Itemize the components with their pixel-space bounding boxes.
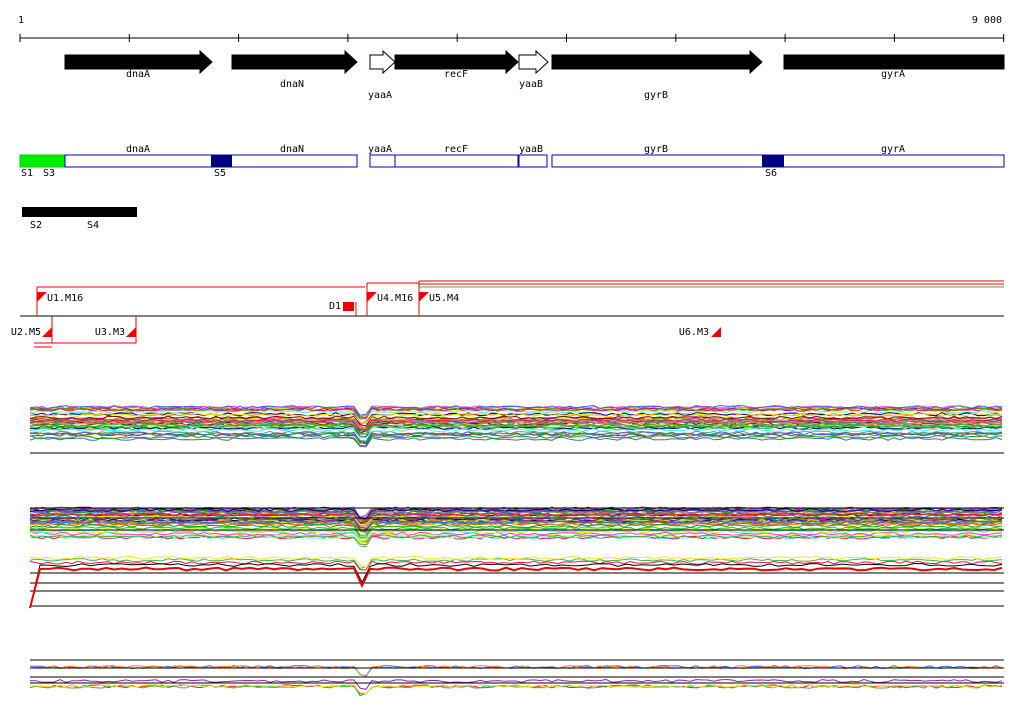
gene-arrow bbox=[369, 49, 396, 75]
track-line bbox=[30, 665, 1003, 677]
track-line bbox=[29, 524, 1003, 536]
domain-box bbox=[394, 154, 519, 168]
track-line bbox=[29, 534, 1003, 546]
gene-label: yaaB bbox=[519, 79, 543, 90]
domain-label: dnaN bbox=[280, 144, 304, 155]
gene-label: yaaA bbox=[368, 90, 392, 101]
domain-label: gyrB bbox=[644, 144, 668, 155]
gene-arrow bbox=[231, 49, 358, 75]
gene-label: gyrA bbox=[881, 69, 905, 80]
segment-label: S3 bbox=[43, 168, 55, 179]
track-line bbox=[29, 683, 1003, 695]
track-line bbox=[29, 512, 1003, 525]
track-line bbox=[29, 562, 1003, 609]
track-line bbox=[29, 431, 1003, 443]
segment-block bbox=[211, 155, 232, 167]
deletion-mark bbox=[343, 302, 354, 311]
track-line bbox=[29, 412, 1003, 424]
track-line bbox=[30, 678, 1003, 690]
mutation-label: U5.M4 bbox=[429, 293, 459, 304]
track-line bbox=[29, 419, 1003, 432]
track-line bbox=[29, 407, 1003, 419]
segment-bar bbox=[22, 207, 137, 217]
track-line bbox=[29, 506, 1003, 519]
track-line bbox=[29, 519, 1003, 532]
ruler-start: 1 bbox=[18, 15, 24, 26]
coverage-tracks bbox=[29, 404, 1004, 697]
track-line bbox=[29, 534, 1003, 547]
mutation-flag bbox=[42, 327, 52, 337]
track-line bbox=[29, 507, 1003, 520]
gene-arrow bbox=[518, 49, 549, 75]
gene-arrow bbox=[783, 54, 1005, 70]
segment-label: S2 bbox=[30, 220, 42, 231]
gene-label: dnaA bbox=[126, 69, 150, 80]
segment-label: S5 bbox=[214, 168, 226, 179]
segment-label: S4 bbox=[87, 220, 99, 231]
domain-label: yaaA bbox=[368, 144, 392, 155]
track-line bbox=[29, 566, 1003, 609]
track-line bbox=[29, 436, 1003, 448]
mutation-flag bbox=[367, 292, 377, 302]
mutation-label: U2.M5 bbox=[11, 327, 41, 338]
mutation-flag bbox=[419, 292, 429, 302]
domain-label: dnaA bbox=[126, 144, 150, 155]
ruler-end: 9 000 bbox=[972, 15, 1002, 26]
segment-label: S6 bbox=[765, 168, 777, 179]
segment-block bbox=[19, 154, 66, 168]
domain-track: dnaA dnaN yaaA recF yaaB gyrB gyrA S1 S3 S5 S6 S2 S4 bbox=[19, 144, 1005, 231]
track-line bbox=[29, 526, 1003, 539]
track-line bbox=[29, 434, 1003, 447]
gene-track: dnaA dnaN yaaA recF yaaB gyrB gyrA bbox=[64, 49, 1005, 101]
gene-label: dnaN bbox=[280, 79, 304, 90]
mutation-label: U4.M16 bbox=[377, 293, 413, 304]
gene-arrow bbox=[394, 49, 519, 75]
gene-arrow bbox=[551, 49, 763, 75]
domain-box bbox=[518, 154, 548, 168]
segment-block bbox=[762, 155, 784, 167]
track-line bbox=[29, 404, 1003, 416]
track-line bbox=[29, 423, 1003, 435]
track-line bbox=[29, 529, 1003, 540]
mutation-label: U3.M3 bbox=[95, 327, 125, 338]
track-line bbox=[29, 415, 1003, 427]
mutation-label: U6.M3 bbox=[679, 327, 709, 338]
gene-label: recF bbox=[444, 69, 468, 80]
segment-label: S1 bbox=[21, 168, 33, 179]
mutation-flag bbox=[37, 292, 47, 302]
domain-label: gyrA bbox=[881, 144, 905, 155]
ruler-ticks bbox=[19, 34, 1005, 42]
track-line bbox=[29, 560, 1003, 571]
track-line bbox=[29, 555, 1003, 568]
track-line bbox=[29, 684, 1003, 695]
mutation-label: U1.M16 bbox=[47, 293, 83, 304]
gene-label: gyrB bbox=[644, 90, 668, 101]
track-line bbox=[29, 428, 1003, 439]
gene-arrow bbox=[64, 49, 213, 75]
mutation-label: D1 bbox=[329, 301, 341, 312]
mutation-flag bbox=[711, 327, 721, 337]
domain-box bbox=[369, 154, 396, 168]
track-line bbox=[29, 519, 1003, 530]
mutation-flag bbox=[126, 327, 136, 337]
domain-label: recF bbox=[444, 144, 468, 155]
track-line bbox=[29, 418, 1003, 431]
mutation-track: U1.M16 D1 U4.M16 U5.M4 U2.M5 U3.M3 U6.M3 bbox=[11, 280, 1004, 348]
domain-label: yaaB bbox=[519, 144, 543, 155]
